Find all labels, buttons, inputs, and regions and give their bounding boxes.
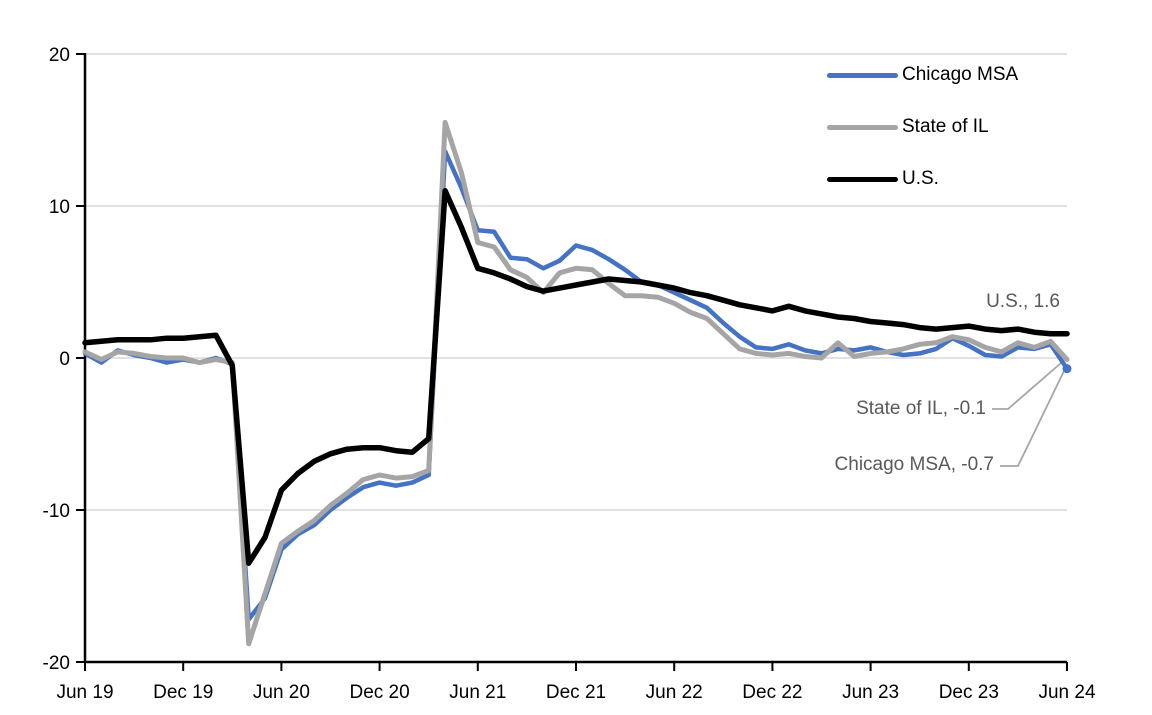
legend-item-us: U.S. [827, 167, 939, 191]
leader-lines [992, 362, 1065, 467]
svg-text:Jun 24: Jun 24 [1038, 682, 1095, 703]
svg-text:0: 0 [59, 349, 70, 370]
svg-text:Jun 22: Jun 22 [646, 682, 703, 703]
legend-label-us: U.S. [902, 168, 939, 189]
us-line-swatch [827, 176, 898, 182]
svg-text:-20: -20 [43, 653, 70, 674]
svg-text:20: 20 [49, 45, 70, 66]
chicago-msa-line-swatch [827, 72, 898, 78]
legend-label-state-of-il: State of IL [902, 116, 989, 137]
axes: 20 10 0 -10 -20 Jun 19 Dec 19 Jun 20 Dec 20 Jun 2… [43, 45, 1096, 703]
gridlines [85, 53, 1067, 511]
legend-item-state-of-il: State of IL [827, 115, 989, 139]
svg-text:Jun 23: Jun 23 [842, 682, 899, 703]
svg-text:Jun 19: Jun 19 [56, 682, 113, 703]
state-of-il-line-swatch [827, 124, 898, 130]
legend-label-chicago-msa: Chicago MSA [902, 64, 1019, 85]
svg-text:Dec 20: Dec 20 [349, 682, 409, 703]
svg-text:Dec 21: Dec 21 [546, 682, 606, 703]
state-of-il-end-value-annotation: State of IL, -0.1 [856, 398, 986, 419]
legend-item-chicago-msa: Chicago MSA [827, 63, 1018, 87]
svg-text:Dec 19: Dec 19 [153, 682, 213, 703]
svg-text:Jun 21: Jun 21 [449, 682, 506, 703]
svg-text:Dec 23: Dec 23 [939, 682, 999, 703]
svg-text:10: 10 [49, 197, 70, 218]
svg-text:-10: -10 [43, 501, 70, 522]
svg-text:Jun 20: Jun 20 [253, 682, 310, 703]
us-end-value-annotation: U.S., 1.6 [986, 291, 1060, 312]
svg-text:Dec 22: Dec 22 [742, 682, 802, 703]
chicago-msa-end-value-annotation: Chicago MSA, -0.7 [834, 454, 994, 475]
series-lines [82, 119, 1072, 647]
